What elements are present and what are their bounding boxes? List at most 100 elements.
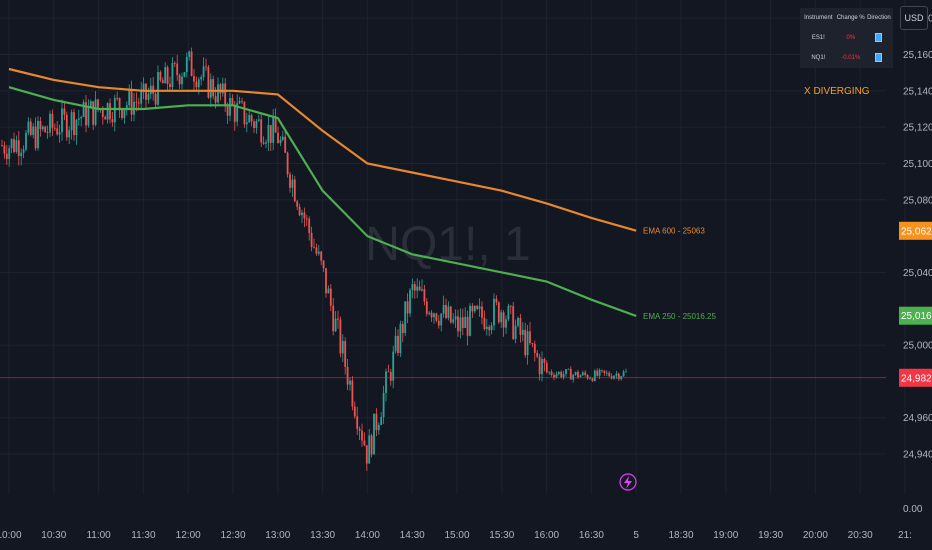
candle bbox=[334, 318, 337, 332]
candle bbox=[435, 313, 438, 321]
x-tick-label: 10:00 bbox=[0, 530, 22, 541]
candle bbox=[70, 112, 73, 131]
candle bbox=[140, 90, 143, 104]
candle bbox=[253, 121, 255, 128]
candle bbox=[430, 312, 433, 318]
candle bbox=[116, 97, 119, 99]
currency-button[interactable]: USD bbox=[900, 6, 928, 30]
ema-line bbox=[8, 67, 637, 232]
candle bbox=[524, 329, 527, 356]
candle bbox=[229, 97, 231, 116]
candle bbox=[339, 319, 342, 354]
candle bbox=[351, 380, 354, 407]
candle bbox=[569, 368, 572, 380]
ema-label: EMA 600 - 25063 bbox=[643, 227, 705, 236]
flash-icon[interactable] bbox=[619, 473, 637, 491]
x-tick-label: 5 bbox=[633, 530, 639, 541]
candle bbox=[409, 290, 411, 314]
candle bbox=[584, 372, 587, 375]
candle bbox=[178, 75, 181, 85]
candle bbox=[308, 218, 311, 233]
candle bbox=[325, 268, 327, 294]
candle bbox=[591, 378, 594, 382]
candle bbox=[250, 115, 253, 122]
candle bbox=[457, 316, 459, 332]
candle bbox=[185, 56, 188, 73]
candle bbox=[529, 331, 531, 343]
candle bbox=[135, 101, 138, 103]
candle bbox=[346, 366, 349, 385]
candle bbox=[481, 306, 483, 318]
candle bbox=[298, 206, 301, 216]
ema-labels: EMA 600 - 25063 EMA 250 - 25016.25 bbox=[643, 227, 716, 321]
candle bbox=[363, 440, 366, 446]
candle bbox=[303, 212, 306, 219]
candle bbox=[181, 76, 183, 85]
candle bbox=[483, 317, 486, 330]
candle bbox=[315, 247, 318, 254]
candle bbox=[589, 378, 591, 380]
candle bbox=[509, 305, 512, 307]
candle bbox=[553, 374, 555, 378]
candle bbox=[289, 174, 291, 188]
candle bbox=[459, 317, 462, 332]
candle bbox=[517, 317, 519, 326]
candle bbox=[361, 430, 363, 441]
candle bbox=[255, 120, 258, 128]
comparison-table: Instrument Change % Direction ES1! 0% NQ… bbox=[800, 8, 893, 68]
candle bbox=[344, 341, 347, 367]
candle bbox=[190, 51, 193, 77]
candle bbox=[296, 201, 299, 207]
price-tag bbox=[899, 368, 932, 387]
candle bbox=[8, 148, 11, 160]
candle bbox=[262, 142, 265, 144]
candle bbox=[387, 371, 390, 373]
candle bbox=[161, 80, 164, 84]
candle bbox=[625, 371, 627, 373]
candle bbox=[622, 371, 625, 377]
x-tick-label: 12:30 bbox=[220, 530, 245, 541]
candle bbox=[440, 313, 443, 326]
candle bbox=[538, 356, 541, 375]
candle bbox=[164, 67, 167, 84]
candle bbox=[466, 316, 469, 336]
candle bbox=[392, 351, 395, 381]
candle bbox=[505, 319, 507, 328]
candle bbox=[176, 63, 179, 76]
candle bbox=[380, 417, 383, 425]
candle bbox=[502, 312, 505, 328]
candle bbox=[265, 142, 267, 144]
candle bbox=[514, 325, 517, 340]
table-row: NQ1! -0.01% bbox=[800, 48, 893, 68]
candle bbox=[65, 114, 68, 138]
candle bbox=[25, 132, 27, 150]
candle bbox=[286, 152, 289, 175]
candle bbox=[399, 323, 402, 354]
candle bbox=[353, 406, 356, 417]
candle bbox=[500, 312, 503, 323]
grid bbox=[0, 0, 906, 494]
candle bbox=[61, 108, 63, 133]
x-tick-label: 19:30 bbox=[758, 530, 783, 541]
row-instrument: NQ1! bbox=[811, 55, 826, 61]
candle bbox=[193, 76, 195, 82]
time-axis: 10:00 10:30 11:00 11:30 12:00 12:30 13:00 13:30… bbox=[0, 530, 912, 541]
candle bbox=[37, 120, 39, 149]
x-tick-label: 18:30 bbox=[668, 530, 693, 541]
candle bbox=[154, 93, 157, 105]
candle bbox=[476, 305, 479, 309]
candle bbox=[82, 102, 85, 118]
candle bbox=[567, 368, 570, 370]
candle bbox=[89, 101, 92, 108]
candle bbox=[147, 94, 150, 100]
candle bbox=[541, 358, 543, 375]
x-tick-label: 19:00 bbox=[713, 530, 738, 541]
candle bbox=[548, 371, 551, 373]
candle bbox=[329, 288, 332, 306]
price-tag-label: 24,982.00 bbox=[901, 373, 932, 384]
candle bbox=[310, 232, 313, 247]
candle bbox=[209, 79, 212, 98]
candle bbox=[533, 343, 536, 353]
candle bbox=[137, 102, 140, 104]
x-tick-label: 16:30 bbox=[579, 530, 604, 541]
